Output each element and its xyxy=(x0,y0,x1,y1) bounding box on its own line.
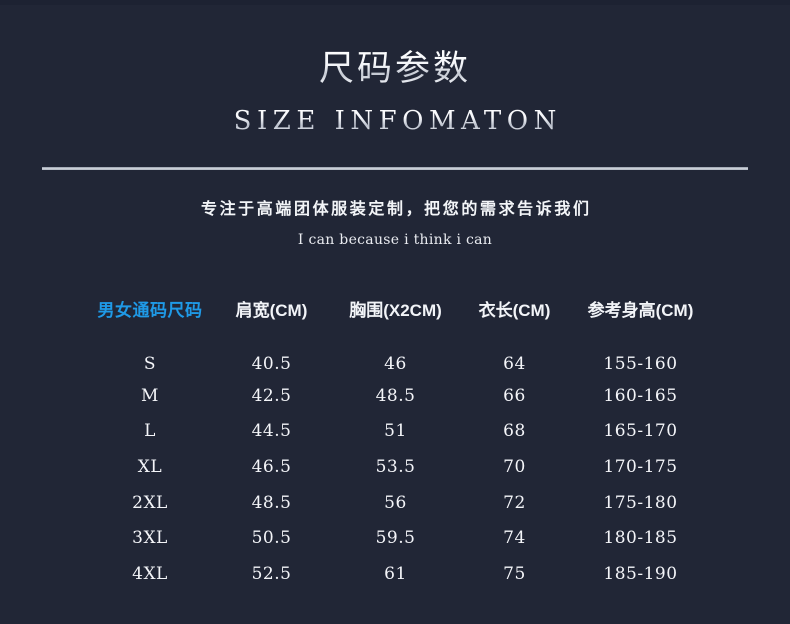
table-body: S 40.5 46 64 155-160 M 42.5 48.5 66 160-… xyxy=(90,325,710,592)
cell-height: 155-160 xyxy=(603,354,678,374)
page-title-english: SIZE INFOMATON xyxy=(0,105,790,137)
cell-size: S xyxy=(143,354,157,374)
column-header-chest: 胸围(X2CM) xyxy=(349,301,442,320)
cell-size: XL xyxy=(137,456,163,477)
table-header: 男女通码尺码 肩宽(CM) 胸围(X2CM) 衣长(CM) 参考身高(CM) xyxy=(90,292,710,325)
table-row: XL 46.5 53.5 70 170-175 xyxy=(90,449,710,485)
cell-height: 165-170 xyxy=(603,421,678,442)
column-header-shoulder: 肩宽(CM) xyxy=(235,301,308,320)
column-header-height: 参考身高(CM) xyxy=(587,301,694,320)
table-row: L 44.5 51 68 165-170 xyxy=(90,414,710,450)
subtitle-chinese: 专注于高端团体服装定制，把您的需求告诉我们 xyxy=(200,201,592,218)
cell-length: 70 xyxy=(503,456,526,477)
tagline-english: I can because i think i can xyxy=(297,232,493,248)
cell-chest: 61 xyxy=(384,563,407,584)
cell-shoulder: 52.5 xyxy=(251,563,292,584)
cell-length: 75 xyxy=(503,563,526,584)
table-header-row: 男女通码尺码 肩宽(CM) 胸围(X2CM) 衣长(CM) 参考身高(CM) xyxy=(90,292,710,325)
table-row: 3XL 50.5 59.5 74 180-185 xyxy=(90,520,710,556)
column-header-size: 男女通码尺码 xyxy=(97,301,203,320)
cell-chest: 59.5 xyxy=(375,528,416,549)
cell-shoulder: 50.5 xyxy=(251,528,292,549)
cell-length: 68 xyxy=(503,421,526,442)
table-row: M 42.5 48.5 66 160-165 xyxy=(90,378,710,414)
cell-chest: 46 xyxy=(384,354,407,374)
table-row: 2XL 48.5 56 72 175-180 xyxy=(90,485,710,521)
cell-size: L xyxy=(144,421,156,442)
cell-chest: 56 xyxy=(384,492,407,513)
cell-size: 4XL xyxy=(132,563,168,584)
cell-shoulder: 42.5 xyxy=(251,385,292,406)
cell-height: 180-185 xyxy=(603,528,678,549)
size-chart-table: 男女通码尺码 肩宽(CM) 胸围(X2CM) 衣长(CM) 参考身高(CM) S… xyxy=(90,292,710,592)
cell-height: 170-175 xyxy=(603,456,678,477)
column-header-length: 衣长(CM) xyxy=(478,301,551,320)
cell-length: 74 xyxy=(503,528,526,549)
cell-height: 185-190 xyxy=(603,563,678,584)
cell-shoulder: 48.5 xyxy=(251,492,292,513)
cell-length: 66 xyxy=(503,385,526,406)
cell-chest: 48.5 xyxy=(375,385,416,406)
cell-chest: 51 xyxy=(384,421,407,442)
cell-length: 72 xyxy=(503,492,526,513)
cell-height: 175-180 xyxy=(603,492,678,513)
top-edge-band xyxy=(0,0,790,5)
cell-size: 3XL xyxy=(132,528,168,549)
table-row: S 40.5 46 64 155-160 xyxy=(90,325,710,378)
header-divider xyxy=(42,167,748,170)
cell-height: 160-165 xyxy=(603,385,678,406)
cell-length: 64 xyxy=(503,354,526,374)
cell-chest: 53.5 xyxy=(375,456,416,477)
cell-size: 2XL xyxy=(132,492,168,513)
cell-shoulder: 46.5 xyxy=(251,456,292,477)
page-title-chinese: 尺码参数 xyxy=(0,48,790,90)
cell-size: M xyxy=(141,385,159,406)
table-row: 4XL 52.5 61 75 185-190 xyxy=(90,556,710,592)
cell-shoulder: 40.5 xyxy=(251,354,292,374)
cell-shoulder: 44.5 xyxy=(251,421,292,442)
